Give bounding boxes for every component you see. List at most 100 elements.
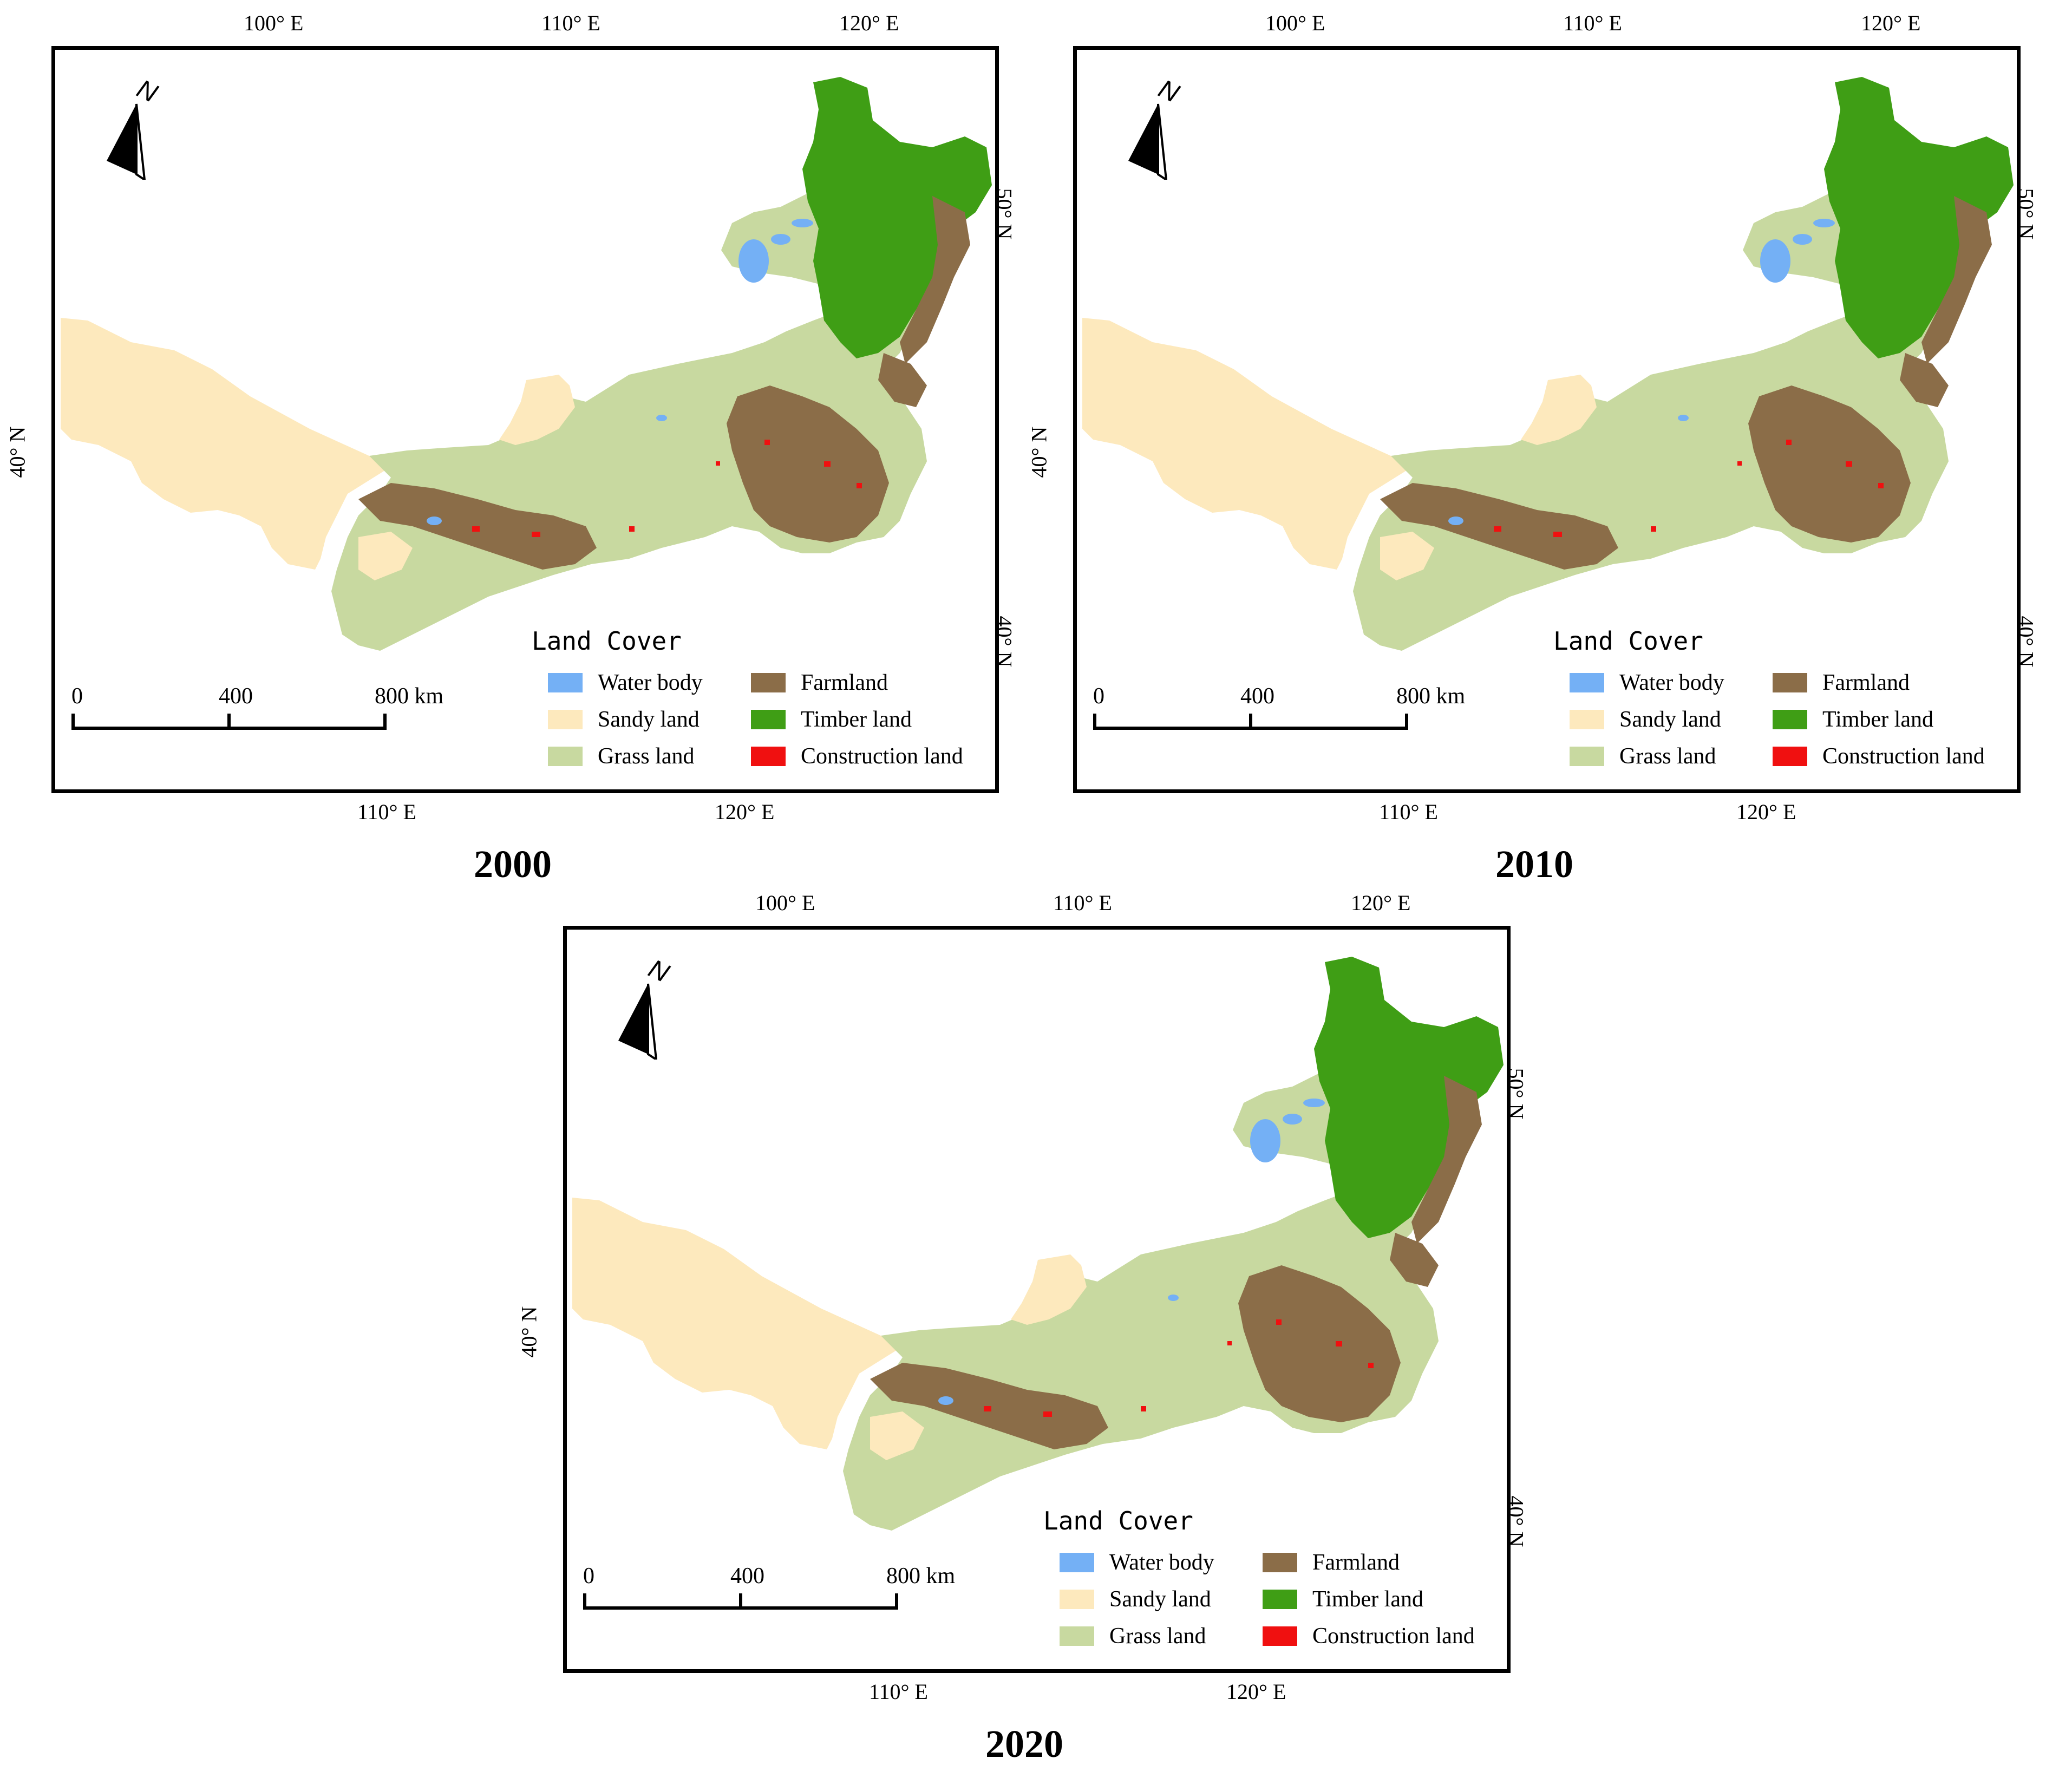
construction-land [472,526,480,532]
legend-item-water-body: Water body [1060,1550,1214,1575]
scale-tick [1249,714,1252,730]
farmland-region [727,385,889,542]
map-panel-2020: 100° E 110° E 120° E 110° E 120° E 40° N… [517,892,1528,1764]
legend-label: Water body [598,670,703,695]
legend-label: Construction land [1822,744,1985,769]
construction-land [1737,461,1742,466]
legend: Land Cover Water body Sandy land Grass l… [1553,626,2017,789]
map-frame: N 0 400 800 km Land Cover Water body San… [51,46,999,793]
farmland-region [1900,353,1949,407]
scale-label: 0 [583,1564,594,1589]
construction-land [857,483,862,488]
legend-item-farmland: Farmland [751,670,888,695]
scale-tick [1093,714,1096,730]
legend-swatch [1570,673,1604,692]
sandy-land-patch [1011,1254,1087,1325]
legend-swatch [1773,710,1807,729]
north-arrow-icon: N [107,74,162,180]
legend-swatch [1060,1626,1094,1646]
legend-swatch [1263,1553,1297,1572]
water-body [656,415,667,421]
legend-label: Timber land [1312,1587,1423,1612]
scale-label: 800 km [886,1564,956,1589]
top-longitude-label: 100° E [1265,11,1325,35]
top-longitude-label: 110° E [1053,891,1112,915]
legend-item-timber-land: Timber land [1773,707,1933,732]
water-body [1813,219,1835,227]
legend-swatch [1263,1626,1297,1646]
scale-label: 0 [1093,684,1104,709]
timber-land-region [1314,957,1504,1238]
legend-label: Construction land [801,744,963,769]
timber-land-region [802,77,992,358]
sandy-land-region [1082,318,1413,570]
scale-tick [383,714,387,730]
construction-land [1651,526,1656,532]
scale-tick [227,714,231,730]
scale-tick [895,1593,898,1610]
water-body [792,219,813,227]
legend-item-construction-land: Construction land [1773,744,1985,769]
sandy-land-region [61,318,391,570]
north-label: N [133,74,162,108]
construction-land [1276,1319,1282,1325]
legend-swatch [751,710,786,729]
legend-swatch [1263,1590,1297,1609]
sandy-land-patch [1521,375,1597,445]
year-label: 2000 [474,842,552,886]
north-arrow-icon: N [618,954,674,1060]
legend-label: Timber land [1822,707,1933,732]
left-latitude-label: 40° N [1027,426,1051,478]
legend-label: Grass land [1619,744,1716,769]
scale-label: 0 [71,684,83,709]
scale-bar: 0 400 800 km [71,683,443,743]
construction-land [1494,526,1501,532]
construction-land [1141,1406,1146,1411]
bottom-longitude-label: 110° E [1379,800,1438,824]
map-frame: N 0 400 800 km Land Cover Water body San… [1073,46,2021,793]
construction-land [824,461,831,467]
legend-swatch [1060,1590,1094,1609]
bottom-longitude-label: 120° E [715,800,775,824]
scale-bar: 0 400 800 km [583,1563,955,1623]
legend-swatch [548,710,583,729]
legend-label: Construction land [1312,1624,1475,1649]
construction-land [716,461,720,466]
water-body [1760,239,1790,283]
north-label: N [1154,74,1184,108]
scale-tick [1405,714,1408,730]
water-body [1250,1119,1280,1162]
legend-item-sandy-land: Sandy land [1570,707,1721,732]
legend-item-farmland: Farmland [1263,1550,1400,1575]
scale-bar: 0 400 800 km [1093,683,1465,743]
legend-swatch [548,747,583,766]
left-latitude-label: 40° N [517,1306,541,1358]
water-body [1678,415,1689,421]
sandy-land-patch [499,375,575,445]
bottom-longitude-label: 110° E [357,800,416,824]
sandy-land-patch [870,1411,924,1460]
top-longitude-label: 100° E [755,891,815,915]
sandy-land-region [572,1198,903,1449]
legend-item-timber-land: Timber land [1263,1587,1423,1612]
water-body [1793,234,1812,245]
year-label: 2010 [1495,842,1573,886]
legend-label: Sandy land [598,707,700,732]
scale-tick [71,714,75,730]
legend-title: Land Cover [532,626,682,656]
construction-land [1786,440,1792,445]
map-frame: N 0 400 800 km Land Cover Water body San… [563,926,1511,1673]
legend-swatch [751,673,786,692]
bottom-longitude-label: 120° E [1226,1679,1286,1704]
legend-swatch [1773,747,1807,766]
scale-tick [583,1593,586,1610]
construction-land [1553,532,1562,537]
legend-item-construction-land: Construction land [751,744,963,769]
construction-land [1368,1363,1374,1368]
construction-land [1227,1341,1232,1345]
construction-land [532,532,540,537]
timber-land-region [1824,77,2014,358]
legend-title: Land Cover [1043,1506,1193,1535]
legend-swatch [1570,710,1604,729]
legend-item-grass-land: Grass land [1570,744,1716,769]
